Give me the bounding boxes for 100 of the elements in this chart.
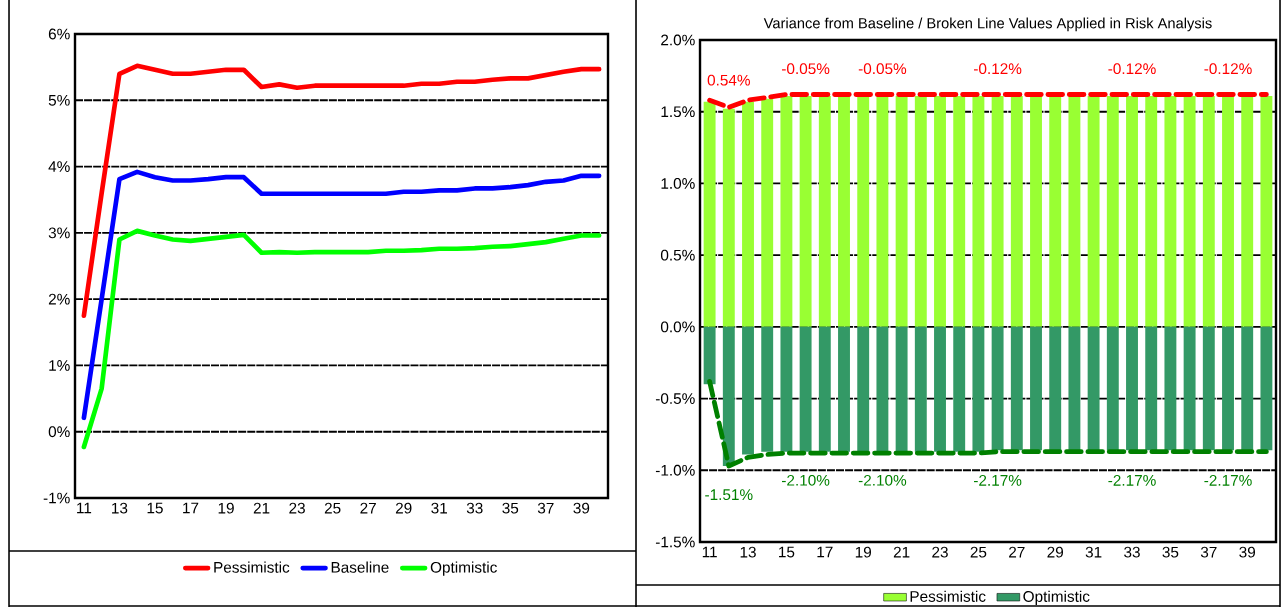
x-tick-label: 23	[289, 502, 305, 514]
bar	[1087, 326, 1100, 451]
annotation: -2.10%	[782, 474, 830, 486]
bar	[1183, 95, 1196, 327]
y-tick-label: 4%	[48, 161, 70, 172]
bar	[1164, 326, 1177, 451]
x-tick-label: 17	[183, 502, 199, 514]
bar	[1164, 95, 1177, 327]
annotation: -2.17%	[974, 474, 1022, 486]
bar	[1126, 95, 1138, 327]
bar	[934, 95, 946, 327]
bar	[1106, 95, 1119, 327]
y-tick-label: 1.5%	[661, 106, 695, 118]
bar	[895, 95, 908, 327]
bar	[1145, 95, 1158, 327]
annotation: -0.05%	[782, 63, 830, 75]
bar	[1183, 326, 1196, 451]
y-tick-label: 1.0%	[661, 178, 695, 189]
x-tick-label: 21	[253, 502, 270, 514]
bar	[1202, 95, 1215, 327]
bar	[972, 95, 985, 327]
legend-label: Pessimistic	[910, 590, 986, 602]
x-tick-label: 29	[395, 502, 412, 514]
y-tick-label: 6%	[48, 28, 70, 40]
bar	[1202, 326, 1215, 451]
annotation: -2.17%	[1204, 474, 1252, 486]
annotation: -0.12%	[974, 63, 1022, 75]
bar	[761, 98, 774, 327]
x-tick-label: 25	[324, 502, 341, 514]
bar	[876, 326, 889, 452]
bar	[1260, 326, 1273, 451]
bar	[742, 326, 754, 455]
x-tick-label: 31	[431, 502, 447, 514]
bar	[1030, 95, 1042, 327]
annotation: 0.54%	[707, 74, 750, 86]
bar	[1087, 95, 1100, 327]
bar	[799, 326, 812, 452]
annotation: -2.17%	[1108, 474, 1156, 486]
bar	[838, 326, 850, 452]
bar	[1030, 326, 1042, 451]
x-tick-label: 17	[817, 546, 833, 558]
bar	[914, 326, 927, 452]
x-tick-label: 15	[147, 502, 163, 514]
x-tick-label: 21	[893, 546, 910, 558]
bar	[895, 326, 908, 452]
x-tick-label: 33	[466, 502, 483, 514]
x-tick-label: 13	[112, 502, 128, 514]
x-tick-label: 37	[537, 502, 554, 514]
annotation: -2.10%	[858, 474, 907, 486]
bar	[1241, 95, 1254, 327]
y-tick-label: 1%	[49, 360, 70, 371]
y-tick-label: -0.5%	[655, 393, 695, 404]
bar	[780, 95, 793, 327]
x-tick-label: 39	[573, 502, 590, 514]
x-tick-label: 19	[218, 502, 234, 514]
bar	[1145, 326, 1158, 451]
bar	[1222, 326, 1234, 451]
bar	[1126, 326, 1138, 451]
bar	[1068, 95, 1081, 327]
bar	[953, 326, 966, 452]
bar	[818, 95, 831, 327]
x-tick-label: 31	[1085, 546, 1102, 558]
legend-label: Baseline	[331, 561, 389, 573]
bar	[1049, 326, 1062, 451]
x-tick-label: 15	[779, 546, 795, 558]
y-tick-label: 5%	[48, 94, 70, 106]
y-tick-label: -1.0%	[655, 464, 695, 476]
annotation: -0.12%	[1204, 63, 1252, 75]
y-tick-label: 0.0%	[660, 321, 695, 333]
y-tick-label: 2.0%	[661, 34, 695, 46]
bar	[972, 326, 985, 452]
chart-title: Variance from Baseline / Broken Line Values Applied in Risk Analysis	[763, 17, 1212, 32]
bar	[1260, 95, 1273, 327]
bar	[1049, 95, 1062, 327]
x-tick-label: 27	[1009, 546, 1025, 558]
x-tick-label: 25	[970, 546, 987, 558]
bar	[991, 326, 1004, 451]
annotation: -1.51%	[705, 489, 753, 501]
legend-label: Optimistic	[430, 561, 497, 576]
legend-label: Pessimistic	[214, 561, 290, 573]
bar	[953, 95, 966, 327]
x-tick-label: 33	[1124, 546, 1140, 558]
x-tick-label: 39	[1239, 546, 1256, 558]
x-tick-label: 23	[932, 546, 948, 558]
bar	[818, 326, 831, 452]
x-tick-label: 27	[360, 502, 376, 514]
bar	[838, 95, 850, 327]
bar	[799, 95, 812, 327]
y-tick-label: 3%	[48, 227, 70, 239]
bar	[857, 95, 870, 327]
bar	[1241, 326, 1254, 451]
bar	[1010, 326, 1023, 451]
x-tick-label: 37	[1200, 546, 1217, 558]
bar	[780, 326, 793, 452]
x-tick-label: 11	[77, 502, 92, 514]
bar	[703, 101, 716, 327]
bar	[761, 326, 774, 452]
bar	[1222, 95, 1234, 327]
y-tick-label: -1%	[43, 492, 70, 504]
bar	[914, 95, 927, 327]
